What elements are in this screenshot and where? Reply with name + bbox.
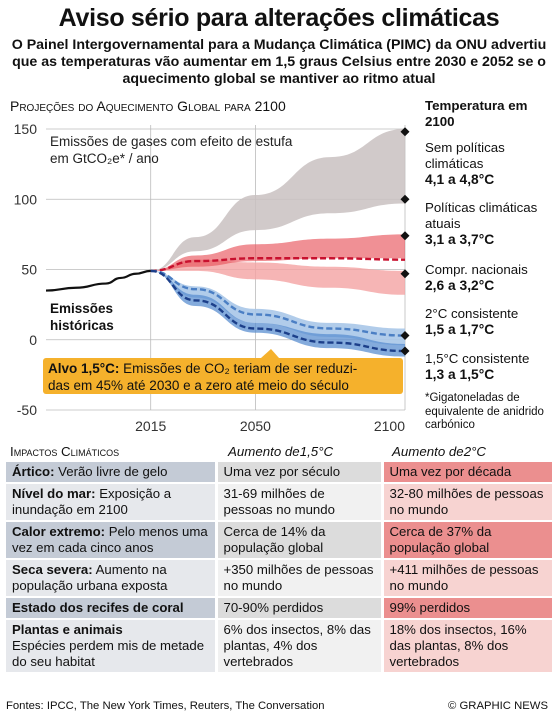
impact-15c: +350 milhões de pessoas no mundo xyxy=(214,559,382,598)
y-tick-label: 50 xyxy=(21,262,37,278)
y-axis-label: Emissões de gases com efeito de estufa em… xyxy=(50,134,293,166)
impact-label-cell: Ártico: Verão livre de gelo xyxy=(6,462,216,484)
credit: © GRAPHIC NEWS xyxy=(448,700,548,712)
legend-name: Compr. nacionais xyxy=(425,262,528,277)
impact-label: Calor extremo: xyxy=(12,524,106,539)
legend-item-15c: 1,5°C consistente 1,3 a 1,5°C xyxy=(425,351,555,383)
legend-name: 1,5°C consistente xyxy=(425,351,530,366)
legend-item-current-policy: Políticas climáticas atuais 3,1 a 3,7°C xyxy=(425,200,555,248)
impact-15c: 6% dos insectos, 8% das plantas, 4% dos … xyxy=(214,619,382,674)
impact-2c: Uma vez por década xyxy=(380,462,552,484)
alvo-text: Alvo 1,5°C: Emissões de CO₂ teriam de se… xyxy=(48,361,357,393)
legend-name: Políticas climáticas atuais xyxy=(425,200,538,231)
legend-range: 3,1 a 3,7°C xyxy=(425,232,495,247)
series-median-line xyxy=(150,257,406,273)
table-row: Ártico: Verão livre de gelo Uma vez por s… xyxy=(6,462,552,484)
legend-item-no-policy: Sem políticas climáticas 4,1 a 4,8°C xyxy=(425,140,545,188)
legend-item-2c: 2°C consistente 1,5 a 1,7°C xyxy=(425,306,555,338)
impacts-table: Ártico: Verão livre de gelo Uma vez por s… xyxy=(6,462,552,674)
impact-desc: Pelo menos uma vez em cada cinco anos xyxy=(12,524,208,555)
y-tick-label: 100 xyxy=(14,191,38,207)
sources: Fontes: IPCC, The New York Times, Reuter… xyxy=(6,700,325,712)
impact-desc: Exposição a inundação em 2100 xyxy=(12,486,172,517)
band-national xyxy=(150,259,405,295)
impact-label-cell: Calor extremo: Pelo menos uma vez em cad… xyxy=(6,521,216,560)
y-tick-label: 0 xyxy=(29,332,37,348)
table-row: Seca severa: Aumento na população urbana… xyxy=(6,559,552,598)
impact-label: Seca severa: xyxy=(12,562,93,577)
impact-15c: 70-90% perdidos xyxy=(214,597,382,620)
series-median-line xyxy=(150,269,406,337)
alvo-box xyxy=(43,358,403,394)
impact-desc: Aumento na população urbana exposta xyxy=(12,562,168,593)
impact-2c: 18% dos insectos, 16% das plantas, 8% do… xyxy=(380,619,552,674)
impact-2c: +411 milhões de pessoas no mundo xyxy=(380,559,552,598)
table-row: Estado dos recifes de coral 70-90% perdi… xyxy=(6,597,552,620)
legend-range: 1,3 a 1,5°C xyxy=(425,367,495,382)
x-tick-label: 2015 xyxy=(135,418,166,434)
legend-range: 4,1 a 4,8°C xyxy=(425,172,495,187)
y-tick-label: -50 xyxy=(17,402,37,418)
legend-range: 1,5 a 1,7°C xyxy=(425,322,495,337)
impact-2c: Cerca de 37% da população global xyxy=(380,521,552,560)
diamond-marker xyxy=(400,346,410,356)
diamond-marker xyxy=(400,231,410,241)
impact-desc: Verão livre de gelo xyxy=(58,464,168,479)
legend-item-national: Compr. nacionais 2,6 a 3,2°C xyxy=(425,262,555,294)
impact-15c: Cerca de 14% da população global xyxy=(214,521,382,560)
impact-label-cell: Estado dos recifes de coral xyxy=(6,597,216,620)
impact-15c: Uma vez por século xyxy=(214,462,382,484)
page-title: Aviso sério para alterações climáticas xyxy=(58,4,500,32)
impact-2c: 99% perdidos xyxy=(380,597,552,620)
table-row: Calor extremo: Pelo menos uma vez em cad… xyxy=(6,521,552,560)
legend-heading: Temperatura em 2100 xyxy=(425,98,528,129)
chart-title: Projeções do Aquecimento Global para 210… xyxy=(10,98,286,114)
impact-2c: 32-80 milhões de pessoas no mundo xyxy=(380,483,552,522)
historical-label: Emissões históricas xyxy=(50,301,114,333)
series-median-line xyxy=(150,269,406,353)
footnote: *Gigatoneladas de equivalente de anidrid… xyxy=(425,392,544,431)
band-2c xyxy=(150,270,405,346)
impact-label: Nível do mar: xyxy=(12,486,96,501)
emissions-chart: Projeções do Aquecimento Global para 210… xyxy=(10,98,410,434)
x-tick-label: 2100 xyxy=(374,418,405,434)
impact-15c: 31-69 milhões de pessoas no mundo xyxy=(214,483,382,522)
impact-label-cell: Seca severa: Aumento na população urbana… xyxy=(6,559,216,598)
table-row: Nível do mar: Exposição a inundação em 2… xyxy=(6,483,552,522)
x-tick-label: 2050 xyxy=(240,418,271,434)
impact-label: Estado dos recifes de coral xyxy=(12,600,184,615)
table-row: Plantas e animais Espécies perdem mis de … xyxy=(6,619,552,674)
impact-label-cell: Nível do mar: Exposição a inundação em 2… xyxy=(6,483,216,522)
impact-label: Ártico: xyxy=(12,464,55,479)
alvo-pointer xyxy=(261,349,279,358)
legend-range: 2,6 a 3,2°C xyxy=(425,278,495,293)
diamond-marker xyxy=(400,269,410,279)
band-no-policy xyxy=(150,129,405,271)
historical-line xyxy=(45,269,151,292)
page-subtitle: O Painel Intergovernamental para a Mudan… xyxy=(11,37,547,87)
legend-name: Sem políticas climáticas xyxy=(425,140,505,171)
col-header-2: Aumento de2°C xyxy=(392,444,487,459)
impacts-heading: Impactos Climáticos xyxy=(10,444,120,459)
legend-name: 2°C consistente xyxy=(425,306,519,321)
impact-label: Plantas e animais xyxy=(12,622,123,637)
impact-label-cell: Plantas e animais Espécies perdem mis de … xyxy=(6,619,216,674)
y-tick-label: 150 xyxy=(14,121,38,137)
diamond-marker xyxy=(400,331,410,341)
impact-desc: Espécies perdem mis de metade do seu hab… xyxy=(12,638,205,669)
col-header-15: Aumento de1,5°C xyxy=(228,444,334,459)
band-15c xyxy=(150,270,405,357)
diamond-marker xyxy=(400,127,410,137)
diamond-marker xyxy=(400,194,410,204)
